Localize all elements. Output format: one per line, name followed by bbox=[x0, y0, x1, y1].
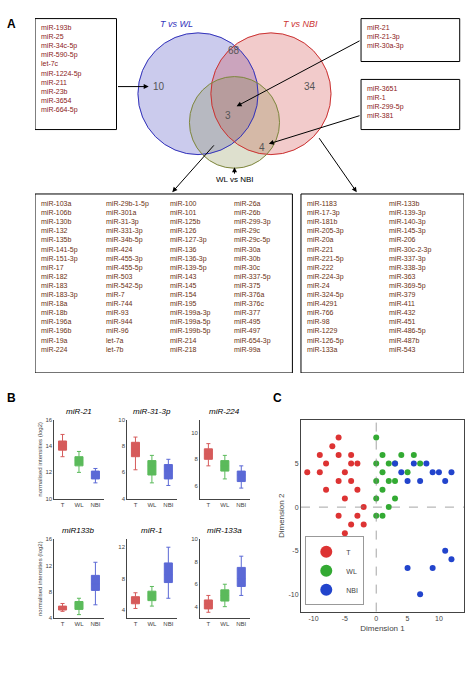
svg-text:6: 6 bbox=[195, 483, 199, 489]
svg-text:normalised intensities (log2): normalised intensities (log2) bbox=[37, 422, 43, 497]
svg-text:10: 10 bbox=[435, 615, 443, 622]
svg-text:4: 4 bbox=[122, 607, 126, 613]
svg-text:miR-29b-1-5pmiR-301amiR-31-3pm: miR-29b-1-5pmiR-301amiR-31-3pmiR-331-3pm… bbox=[106, 200, 149, 353]
svg-text:-10: -10 bbox=[308, 615, 318, 622]
svg-text:10: 10 bbox=[191, 536, 198, 542]
svg-text:WL: WL bbox=[346, 568, 357, 575]
svg-text:T: T bbox=[207, 502, 211, 508]
svg-text:-5: -5 bbox=[292, 547, 298, 554]
svg-text:14: 14 bbox=[45, 443, 52, 449]
svg-text:12: 12 bbox=[45, 563, 52, 569]
svg-text:8: 8 bbox=[122, 443, 126, 449]
svg-text:12: 12 bbox=[118, 544, 125, 550]
svg-text:WL vs NBI: WL vs NBI bbox=[216, 175, 253, 184]
svg-text:6: 6 bbox=[122, 469, 126, 475]
svg-text:T: T bbox=[207, 621, 211, 627]
svg-text:3: 3 bbox=[225, 110, 231, 121]
svg-text:10: 10 bbox=[118, 417, 125, 423]
svg-text:6: 6 bbox=[195, 581, 199, 587]
svg-text:T: T bbox=[61, 621, 65, 627]
svg-text:10: 10 bbox=[45, 496, 52, 502]
svg-text:68: 68 bbox=[228, 45, 240, 56]
svg-text:miR-26amiR-26bmiR-299-3pmiR-29: miR-26amiR-26bmiR-299-3pmiR-29cmiR-29c-5… bbox=[234, 200, 271, 353]
svg-text:miR-3651miR-1miR-299-5pmiR-381: miR-3651miR-1miR-299-5pmiR-381 bbox=[367, 85, 404, 119]
svg-text:B: B bbox=[7, 391, 16, 405]
svg-text:NBI: NBI bbox=[236, 621, 246, 627]
svg-text:Dimension 2: Dimension 2 bbox=[277, 493, 286, 538]
svg-text:WL: WL bbox=[74, 621, 84, 627]
svg-text:WL: WL bbox=[147, 502, 157, 508]
svg-text:NBI: NBI bbox=[90, 621, 100, 627]
svg-text:T vs WL: T vs WL bbox=[160, 19, 193, 29]
svg-text:T: T bbox=[134, 621, 138, 627]
svg-text:NBI: NBI bbox=[163, 502, 173, 508]
svg-text:-5: -5 bbox=[342, 615, 348, 622]
svg-text:NBI: NBI bbox=[90, 502, 100, 508]
svg-text:4: 4 bbox=[49, 615, 53, 621]
svg-text:12: 12 bbox=[45, 469, 52, 475]
svg-text:10: 10 bbox=[153, 81, 165, 92]
svg-text:8: 8 bbox=[122, 576, 126, 582]
svg-text:4: 4 bbox=[122, 496, 126, 502]
svg-text:miR-21: miR-21 bbox=[66, 407, 92, 416]
svg-text:T: T bbox=[346, 549, 351, 556]
svg-text:normalised intensities (log2): normalised intensities (log2) bbox=[37, 541, 43, 616]
svg-text:10: 10 bbox=[191, 430, 198, 436]
svg-text:C: C bbox=[273, 391, 282, 405]
svg-text:miR-100miR-101miR-125bmiR-126m: miR-100miR-101miR-125bmiR-126miR-127-3pm… bbox=[170, 200, 211, 353]
svg-text:WL: WL bbox=[74, 502, 84, 508]
svg-text:5: 5 bbox=[406, 615, 410, 622]
svg-text:miR133b: miR133b bbox=[62, 526, 95, 535]
svg-text:0: 0 bbox=[374, 615, 378, 622]
svg-text:miR-133a: miR-133a bbox=[207, 526, 242, 535]
svg-text:T: T bbox=[134, 502, 138, 508]
svg-text:WL: WL bbox=[147, 621, 157, 627]
svg-text:WL: WL bbox=[220, 502, 230, 508]
svg-text:miR-133bmiR-139-3pmiR-140-3pmi: miR-133bmiR-139-3pmiR-140-3pmiR-145-3pmi… bbox=[389, 200, 432, 353]
svg-text:miR-1: miR-1 bbox=[141, 526, 162, 535]
svg-text:T: T bbox=[61, 502, 65, 508]
svg-text:-10: -10 bbox=[288, 591, 298, 598]
svg-text:Dimension 1: Dimension 1 bbox=[360, 624, 405, 633]
svg-text:miR-103amiR-106bmiR-130bmiR-13: miR-103amiR-106bmiR-130bmiR-132miR-135bm… bbox=[41, 200, 78, 353]
svg-text:5: 5 bbox=[295, 460, 299, 467]
svg-text:miR-1183miR-17-3pmiR-181bmiR-2: miR-1183miR-17-3pmiR-181bmiR-205-3pmiR-2… bbox=[307, 200, 344, 353]
svg-text:8: 8 bbox=[49, 589, 53, 595]
svg-text:8: 8 bbox=[195, 456, 199, 462]
svg-text:8: 8 bbox=[195, 559, 199, 565]
svg-text:miR-21miR-21-3pmiR-30a-3p: miR-21miR-21-3pmiR-30a-3p bbox=[367, 24, 404, 50]
svg-text:NBI: NBI bbox=[346, 587, 358, 594]
svg-text:16: 16 bbox=[45, 417, 52, 423]
svg-text:miR-193bmiR-25miR-34c-5pmiR-59: miR-193bmiR-25miR-34c-5pmiR-590-5plet-7c… bbox=[41, 24, 82, 114]
svg-text:T vs NBI: T vs NBI bbox=[283, 19, 318, 29]
svg-text:16: 16 bbox=[45, 536, 52, 542]
svg-text:34: 34 bbox=[304, 81, 316, 92]
svg-text:NBI: NBI bbox=[236, 502, 246, 508]
svg-text:A: A bbox=[7, 17, 16, 31]
svg-text:4: 4 bbox=[195, 604, 199, 610]
svg-text:miR-224: miR-224 bbox=[209, 407, 240, 416]
svg-text:WL: WL bbox=[220, 621, 230, 627]
svg-text:miR-31-3p: miR-31-3p bbox=[133, 407, 171, 416]
svg-text:NBI: NBI bbox=[163, 621, 173, 627]
svg-text:4: 4 bbox=[259, 142, 265, 153]
svg-text:0: 0 bbox=[295, 504, 299, 511]
